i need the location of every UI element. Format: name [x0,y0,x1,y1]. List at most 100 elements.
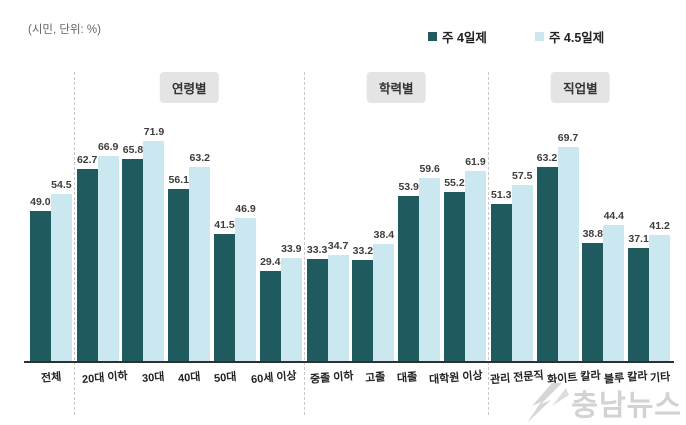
bar-week4: 33.2 [352,245,374,362]
group-category-labels: 관리 전문직 화이트 칼라 블루 칼라 기타 [489,369,672,387]
bar-pair: 41.5 46.9 [214,203,257,362]
bar-pair: 62.7 66.9 [76,141,119,362]
bar-week4: 56.1 [168,174,190,362]
bar-pair: 49.0 54.5 [29,179,72,362]
category-label: 대졸 [396,371,418,385]
bar-week4: 51.3 [490,189,512,362]
value-label: 55.2 [444,177,465,189]
value-label: 44.4 [603,210,625,223]
value-label: 49.0 [30,196,51,209]
bar-week4: 65.8 [122,144,144,362]
category-label: 전체 [40,371,62,385]
group-연령별: 연령별 62.7 66.9 65.8 71.9 56.1 63.2 41.5 46.9 29.4 3… [75,72,305,415]
bar-week4: 29.4 [259,256,281,362]
value-label: 29.4 [260,256,281,269]
group-bars: 33.3 34.7 33.2 38.4 53.9 59.6 55.2 61.9 [305,156,488,362]
bar-week4: 33.3 [306,244,328,362]
bar-week4: 49.0 [29,196,51,362]
group-category-labels: 20대 이하 30대 40대 50대 60세 이상 [75,369,304,386]
bar-week4: 55.2 [443,177,465,362]
category-label: 기타 [649,371,672,385]
value-label: 54.5 [51,179,72,192]
group-header-label: 직업별 [551,72,610,103]
value-label: 62.7 [76,153,98,166]
value-label: 33.3 [306,244,328,257]
bar-pair: 33.3 34.7 [306,240,349,362]
category-label: 블루 칼라 [603,370,648,386]
bar-week4: 53.9 [398,181,420,362]
value-label: 38.4 [373,228,395,241]
bar-pair: 56.1 63.2 [168,152,211,362]
bar-week45: 46.9 [235,203,257,362]
bar-week4: 37.1 [628,233,650,362]
value-label: 46.9 [235,202,256,215]
x-axis-line [24,361,674,363]
value-label: 53.9 [398,181,419,193]
bar-pair: 53.9 59.6 [398,163,441,362]
group-category-labels: 전체 [28,369,74,385]
legend-label-week45: 주 4.5일제 [548,31,605,45]
bar-pair: 37.1 41.2 [628,220,671,362]
group-bars: 62.7 66.9 65.8 71.9 56.1 63.2 41.5 46.9 29.4 33.9 [75,126,304,362]
value-label: 69.7 [557,132,579,145]
bar-week45: 38.4 [373,229,395,362]
value-label: 38.8 [582,227,604,240]
value-label: 57.5 [512,169,533,182]
group-bars: 49.0 54.5 [28,179,74,362]
category-label: 대학원 이상 [428,369,483,387]
bar-week4: 63.2 [536,152,558,362]
value-label: 63.2 [536,152,558,165]
bar-pair: 33.2 38.4 [352,229,395,362]
category-label: 20대 이하 [81,370,129,386]
unit-note: (시민, 단위: %) [28,24,101,36]
category-label: 60세 이상 [250,370,298,386]
bar-week45: 66.9 [97,141,119,362]
bar-week45: 41.2 [649,220,671,362]
bar-pair: 65.8 71.9 [122,126,165,362]
bar-week45: 34.7 [327,240,349,362]
value-label: 59.6 [419,163,440,176]
value-label: 37.1 [628,232,649,245]
group-전체: 49.0 54.5 전체 [28,72,75,415]
category-label: 관리 전문직 [490,369,545,387]
bar-week45: 61.9 [464,156,486,362]
value-label: 41.2 [649,220,670,233]
value-label: 33.2 [352,244,374,257]
bar-week45: 69.7 [557,132,579,362]
group-category-labels: 중졸 이하 고졸 대졸 대학원 이상 [305,369,488,387]
category-label: 중졸 이하 [310,370,355,386]
category-label: 40대 [177,371,201,385]
bar-week45: 59.6 [419,163,441,362]
value-label: 66.9 [97,140,119,153]
legend-item-week4: 주 4일제 [428,27,487,46]
category-label: 50대 [214,371,238,385]
value-label: 61.9 [465,156,486,169]
bar-pair: 55.2 61.9 [443,156,486,362]
legend-swatch-week4 [428,32,437,41]
bar-week4: 41.5 [214,219,236,362]
bar-pair: 29.4 33.9 [259,243,302,362]
category-label: 30대 [141,371,165,385]
group-bars: 51.3 57.5 63.2 69.7 38.8 44.4 37.1 41.2 [489,132,672,362]
bar-week45: 57.5 [511,170,533,362]
value-label: 41.5 [214,219,235,232]
value-label: 71.9 [143,125,165,138]
bar-week45: 33.9 [280,243,302,362]
bar-week45: 44.4 [603,210,625,362]
category-label: 고졸 [364,371,387,385]
bar-week4: 62.7 [76,154,98,362]
value-label: 34.7 [327,240,349,253]
category-label: 화이트 칼라 [546,369,602,387]
group-header-label: 학력별 [367,72,426,103]
legend: 주 4일제 주 4.5일제 [428,27,604,46]
bar-week45: 54.5 [50,179,72,362]
value-label: 63.2 [189,152,210,165]
bar-week4: 38.8 [582,228,604,362]
bar-pair: 51.3 57.5 [490,170,533,362]
group-header-label: 연령별 [159,72,219,103]
value-label: 56.1 [168,174,189,187]
bar-pair: 63.2 69.7 [536,132,579,362]
group-직업별: 직업별 51.3 57.5 63.2 69.7 38.8 44.4 37.1 41.2 관리 전문… [489,72,672,415]
bar-pair: 38.8 44.4 [582,210,625,362]
